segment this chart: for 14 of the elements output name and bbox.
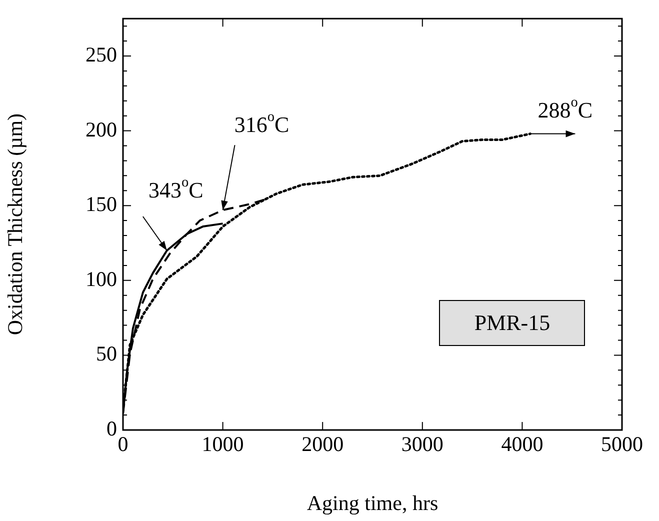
annotation: PMR-15	[439, 300, 586, 346]
y-tick-label: 0	[106, 416, 117, 441]
y-axis-title: Oxidation Thickness (µm)	[3, 113, 28, 336]
x-axis-title: Aging time, hrs	[306, 490, 438, 515]
y-tick-label: 250	[86, 42, 117, 67]
x-tick-label: 4000	[501, 432, 544, 456]
x-tick-label: 2000	[302, 432, 344, 456]
y-tick-label: 200	[86, 117, 117, 142]
y-tick-label: 100	[86, 266, 117, 291]
x-tick-label: 1000	[202, 432, 244, 456]
x-tick-label: 3000	[401, 432, 444, 456]
y-tick-label: 150	[86, 192, 117, 216]
x-tick-label: 5000	[601, 432, 643, 456]
y-tick-label: 50	[96, 342, 117, 366]
